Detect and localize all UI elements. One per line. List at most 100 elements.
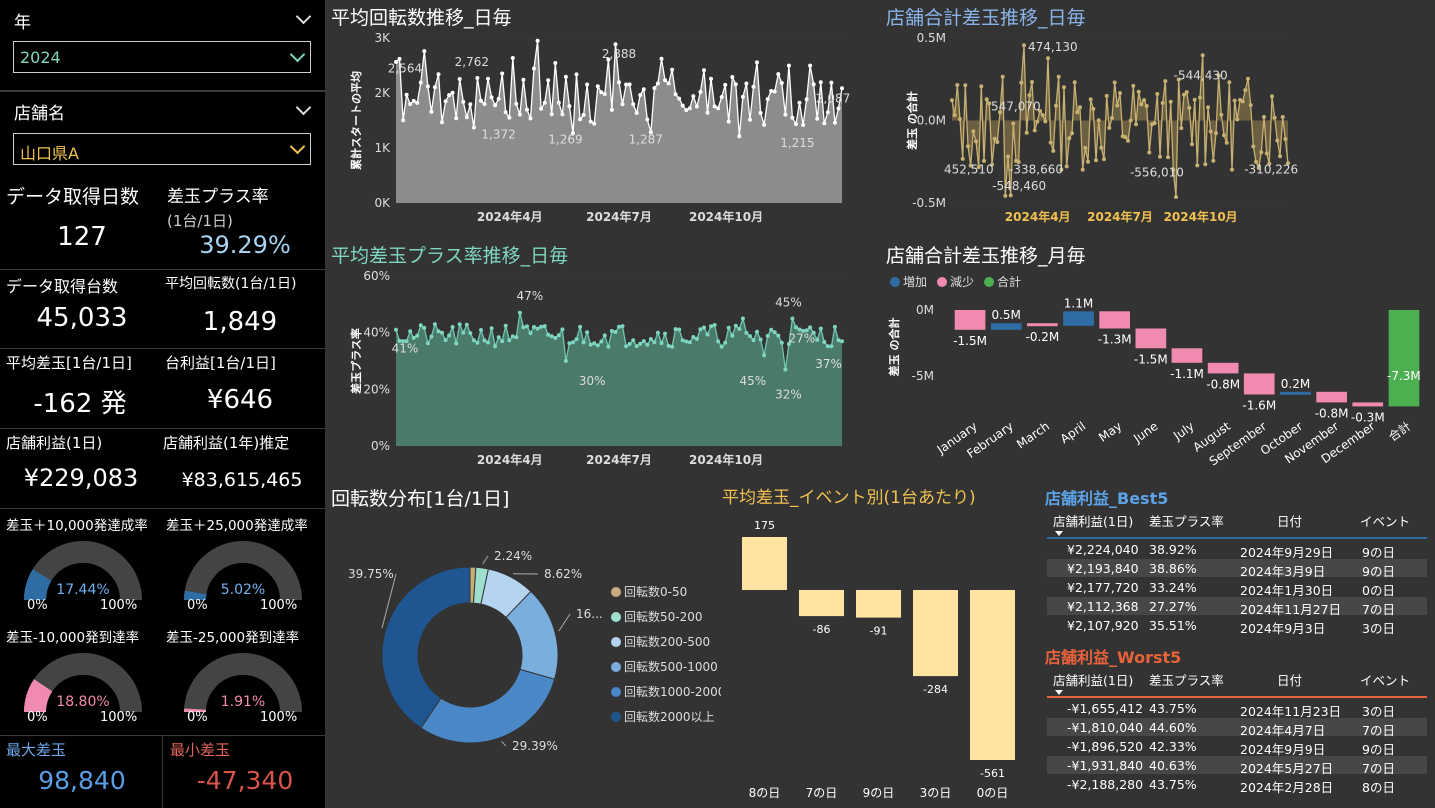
- plus-rate-daily-chart[interactable]: 60% 40% 20% 0% 2024年4月 2024年7月 2024年10月 差玉プラス率 4…: [326, 266, 856, 476]
- data-point: [1203, 162, 1208, 167]
- gauge: 17.44%: [24, 541, 142, 601]
- table-header-cell[interactable]: 日付: [1277, 673, 1303, 688]
- data-label: 45%: [775, 296, 802, 310]
- data-point: [401, 339, 406, 344]
- table-row[interactable]: ¥2,224,040 38.92% 2024年9月29日 9の日: [1047, 540, 1427, 560]
- data-point: [730, 333, 735, 338]
- data-point: [641, 87, 646, 92]
- chevron-down-icon[interactable]: [295, 8, 312, 25]
- data-point: [574, 337, 579, 342]
- table-cell: 38.92%: [1149, 542, 1197, 557]
- data-point: [984, 97, 989, 102]
- event-bar: [913, 590, 958, 677]
- table-cell: 7の日: [1362, 761, 1395, 776]
- gauge: 18.80%: [24, 653, 142, 713]
- table-header-cell[interactable]: 店舗利益(1日): [1053, 673, 1134, 688]
- kpi-plus-rate-sublabel: (1台/1日): [167, 212, 233, 230]
- data-point: [528, 116, 533, 121]
- kpi-store-profit-day-value: ¥229,083: [23, 464, 139, 492]
- data-point: [500, 339, 505, 344]
- data-point: [648, 130, 653, 135]
- data-point: [422, 49, 427, 54]
- table-header-cell[interactable]: イベント: [1360, 514, 1411, 529]
- data-point: [1006, 154, 1010, 159]
- chevron-down-icon[interactable]: [295, 99, 312, 116]
- data-point: [758, 110, 763, 115]
- waterfall-bar: [1207, 362, 1239, 374]
- table-row[interactable]: -¥2,188,280 43.75% 2024年2月28日 8の日: [1047, 775, 1427, 795]
- sort-desc-icon[interactable]: [1055, 531, 1063, 536]
- data-point: [801, 123, 806, 127]
- data-point: [1126, 138, 1130, 143]
- data-point: [963, 83, 968, 88]
- data-label: 474,130: [1028, 40, 1078, 54]
- table-cell: 33.24%: [1149, 580, 1197, 595]
- table-row[interactable]: -¥1,655,412 43.75% 2024年11月23日 3の日: [1047, 699, 1427, 719]
- table-header-cell[interactable]: 差玉プラス率: [1149, 514, 1224, 529]
- table-header-cell[interactable]: 差玉プラス率: [1149, 673, 1224, 688]
- table-row[interactable]: ¥2,107,920 35.51% 2024年9月3日 3の日: [1047, 616, 1427, 636]
- table-row[interactable]: -¥1,896,520 42.33% 2024年9月9日 9の日: [1047, 737, 1427, 757]
- event-bar: [799, 590, 844, 617]
- data-point: [546, 332, 551, 337]
- data-point: [726, 119, 731, 124]
- data-point: [1019, 80, 1024, 85]
- avg-spins-chart[interactable]: 3K 2K 1K 0K 2024年4月 2024年7月 2024年10月 累計スタートの平均 2…: [326, 28, 856, 233]
- table-header-cell[interactable]: 店舗利益(1日): [1053, 514, 1134, 529]
- data-point: [1136, 89, 1141, 94]
- data-point: [1208, 129, 1213, 134]
- data-label: 1,287: [629, 133, 663, 147]
- data-point: [684, 108, 689, 112]
- data-point: [1219, 112, 1224, 117]
- data-label: -548,460: [992, 179, 1046, 193]
- data-point: [677, 96, 682, 101]
- table-header-underline: [1047, 696, 1427, 698]
- data-point: [624, 82, 629, 87]
- data-point: [394, 60, 398, 64]
- data-point: [730, 75, 735, 79]
- table-row[interactable]: ¥2,177,720 33.24% 2024年1月30日 0の日: [1047, 578, 1427, 598]
- data-point: [489, 326, 494, 331]
- table-header-cell[interactable]: イベント: [1360, 673, 1411, 688]
- data-point: [1275, 138, 1280, 143]
- year-dropdown[interactable]: 2024: [13, 41, 311, 73]
- data-point: [620, 324, 625, 329]
- data-label: -284: [923, 683, 948, 696]
- event-diff-bar-chart[interactable]: 175 8の日 -86 7の日 -91 9の日 -284 3の日 -561 0の日: [722, 508, 1037, 806]
- table-row[interactable]: ¥2,193,840 38.86% 2024年3月9日 9の日: [1047, 559, 1427, 579]
- data-point: [581, 340, 586, 345]
- data-point: [1040, 113, 1045, 117]
- sort-desc-icon[interactable]: [1055, 690, 1063, 695]
- data-label: -1.5M: [1134, 352, 1168, 366]
- data-point: [1200, 53, 1205, 58]
- store-dropdown[interactable]: 山口県A: [13, 133, 311, 165]
- data-point: [1283, 137, 1288, 141]
- data-label: 1,372: [481, 128, 515, 142]
- data-point: [769, 89, 774, 93]
- table-row[interactable]: ¥2,112,368 27.27% 2024年11月27日 7の日: [1047, 597, 1427, 617]
- table-cell: 2024年3月9日: [1240, 564, 1326, 579]
- data-point: [411, 335, 416, 340]
- x-tick-label: 2024年4月: [477, 452, 543, 467]
- table-row[interactable]: -¥1,810,040 44.60% 2024年4月7日 7の日: [1047, 718, 1427, 738]
- legend-dot: [937, 277, 947, 287]
- data-point: [1022, 43, 1026, 48]
- data-point: [1003, 193, 1008, 198]
- data-point: [776, 333, 781, 338]
- data-label: 1.1M: [1064, 296, 1093, 310]
- data-point: [450, 325, 455, 329]
- spin-distribution-donut[interactable]: 2.24% 8.62% 16... 29.39% 39.75% 回転数0-50 回転数50-…: [326, 510, 721, 800]
- x-tick-label: July: [1170, 419, 1197, 443]
- gauge-value: 17.44%: [56, 582, 109, 598]
- data-point: [705, 332, 710, 337]
- data-point: [818, 80, 823, 85]
- table-header-cell[interactable]: 日付: [1277, 514, 1303, 529]
- table-row[interactable]: -¥1,931,840 40.63% 2024年5月27日 7の日: [1047, 756, 1427, 776]
- waterfall-bar: [954, 310, 986, 330]
- data-point: [663, 78, 667, 83]
- data-point: [457, 77, 462, 81]
- table-cell: 2024年11月27日: [1240, 602, 1342, 617]
- data-point: [680, 338, 685, 343]
- store-diff-daily-chart[interactable]: 0.5M 0.0M -0.5M 2024年4月 2024年7月 2024年10月 差玉 の合…: [882, 28, 1302, 233]
